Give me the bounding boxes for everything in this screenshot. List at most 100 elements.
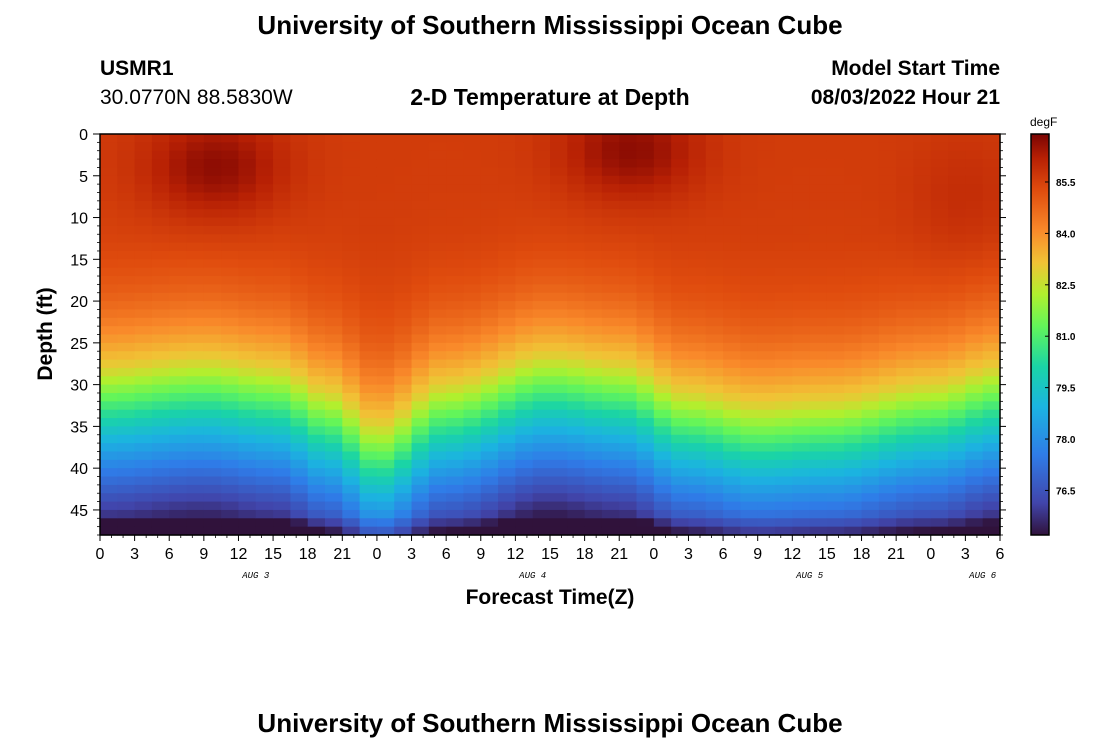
heatmap-cell bbox=[775, 159, 793, 169]
heatmap-cell bbox=[653, 142, 672, 152]
heatmap-cell bbox=[307, 426, 326, 436]
heatmap-cell bbox=[394, 167, 413, 177]
heatmap-cell bbox=[290, 409, 309, 419]
heatmap-cell bbox=[809, 309, 828, 319]
heatmap-cell bbox=[238, 167, 257, 177]
heatmap-cell bbox=[186, 250, 205, 260]
heatmap-cell bbox=[636, 317, 655, 327]
heatmap-cell bbox=[636, 184, 655, 194]
heatmap-cell bbox=[792, 159, 811, 169]
heatmap-cell bbox=[100, 501, 118, 511]
heatmap-cell bbox=[619, 175, 638, 185]
heatmap-cell bbox=[169, 267, 188, 277]
heatmap-cell bbox=[151, 250, 170, 260]
heatmap-cell bbox=[740, 200, 759, 210]
heatmap-cell bbox=[428, 317, 447, 327]
heatmap-cell bbox=[411, 484, 430, 494]
heatmap-cell bbox=[515, 209, 534, 219]
heatmap-cell bbox=[394, 326, 413, 336]
heatmap-cell bbox=[809, 250, 828, 260]
heatmap-cell bbox=[446, 259, 465, 269]
heatmap-cell bbox=[273, 468, 291, 478]
heatmap-cell bbox=[844, 451, 863, 461]
heatmap-cell bbox=[584, 468, 603, 478]
heatmap-cell bbox=[376, 434, 395, 444]
heatmap-cell bbox=[792, 443, 811, 453]
heatmap-cell bbox=[982, 342, 1001, 352]
heatmap-cell bbox=[325, 351, 343, 361]
heatmap-cell bbox=[203, 259, 222, 269]
heatmap-cell bbox=[792, 317, 811, 327]
heatmap-cell bbox=[567, 509, 586, 519]
heatmap-cell bbox=[394, 259, 413, 269]
heatmap-cell bbox=[757, 501, 776, 511]
heatmap-cell bbox=[688, 150, 707, 160]
heatmap-cell bbox=[584, 284, 603, 294]
heatmap-cell bbox=[325, 200, 343, 210]
heatmap-cell bbox=[255, 459, 274, 469]
heatmap-cell bbox=[550, 384, 568, 394]
heatmap-cell bbox=[221, 526, 240, 536]
heatmap-cell bbox=[376, 317, 395, 327]
heatmap-cell bbox=[221, 234, 240, 244]
heatmap-cell bbox=[740, 359, 759, 369]
heatmap-cell bbox=[844, 259, 863, 269]
heatmap-cell bbox=[550, 351, 568, 361]
heatmap-cell bbox=[273, 175, 291, 185]
heatmap-cell bbox=[809, 292, 828, 302]
heatmap-cell bbox=[498, 401, 516, 411]
heatmap-cell bbox=[740, 426, 759, 436]
station-coordinates: 30.0770N 88.5830W bbox=[100, 86, 293, 109]
heatmap-cell bbox=[913, 443, 932, 453]
heatmap-cell bbox=[186, 209, 205, 219]
heatmap-cell bbox=[705, 301, 724, 311]
heatmap-cell bbox=[826, 225, 845, 235]
heatmap-cell bbox=[186, 326, 205, 336]
heatmap-cell bbox=[411, 167, 430, 177]
heatmap-cell bbox=[740, 192, 759, 202]
heatmap-cell bbox=[550, 342, 568, 352]
heatmap-cell bbox=[601, 276, 620, 285]
heatmap-cell bbox=[307, 493, 326, 503]
heatmap-cell bbox=[186, 418, 205, 427]
heatmap-cell bbox=[325, 309, 343, 319]
heatmap-cell bbox=[515, 518, 534, 528]
heatmap-cell bbox=[290, 309, 309, 319]
heatmap-cell bbox=[238, 426, 257, 436]
heatmap-cell bbox=[740, 242, 759, 252]
heatmap-cell bbox=[775, 459, 793, 469]
heatmap-cell bbox=[480, 209, 499, 219]
heatmap-cell bbox=[844, 134, 863, 143]
heatmap-cell bbox=[325, 242, 343, 252]
heatmap-cell bbox=[273, 484, 291, 494]
heatmap-cell bbox=[446, 326, 465, 336]
heatmap-cell bbox=[221, 301, 240, 311]
heatmap-cell bbox=[463, 192, 482, 202]
heatmap-cell bbox=[100, 409, 118, 419]
heatmap-cell bbox=[342, 409, 361, 419]
heatmap-cell bbox=[601, 192, 620, 202]
heatmap-cell bbox=[515, 250, 534, 260]
heatmap-cell bbox=[671, 443, 690, 453]
heatmap-cell bbox=[394, 309, 413, 319]
heatmap-cell bbox=[965, 276, 984, 285]
heatmap-cell bbox=[896, 134, 915, 143]
heatmap-cell bbox=[255, 418, 274, 427]
heatmap-cell bbox=[688, 309, 707, 319]
heatmap-cell bbox=[861, 484, 880, 494]
heatmap-cell bbox=[238, 476, 257, 486]
heatmap-cell bbox=[878, 175, 897, 185]
heatmap-cell bbox=[619, 426, 638, 436]
heatmap-cell bbox=[601, 301, 620, 311]
heatmap-cell bbox=[567, 159, 586, 169]
heatmap-cell bbox=[688, 167, 707, 177]
heatmap-cell bbox=[878, 200, 897, 210]
heatmap-cell bbox=[757, 326, 776, 336]
heatmap-cell bbox=[601, 342, 620, 352]
heatmap-cell bbox=[307, 209, 326, 219]
heatmap-cell bbox=[325, 418, 343, 427]
heatmap-cell bbox=[809, 259, 828, 269]
heatmap-cell bbox=[342, 234, 361, 244]
heatmap-cell bbox=[896, 418, 915, 427]
heatmap-cell bbox=[498, 217, 516, 227]
